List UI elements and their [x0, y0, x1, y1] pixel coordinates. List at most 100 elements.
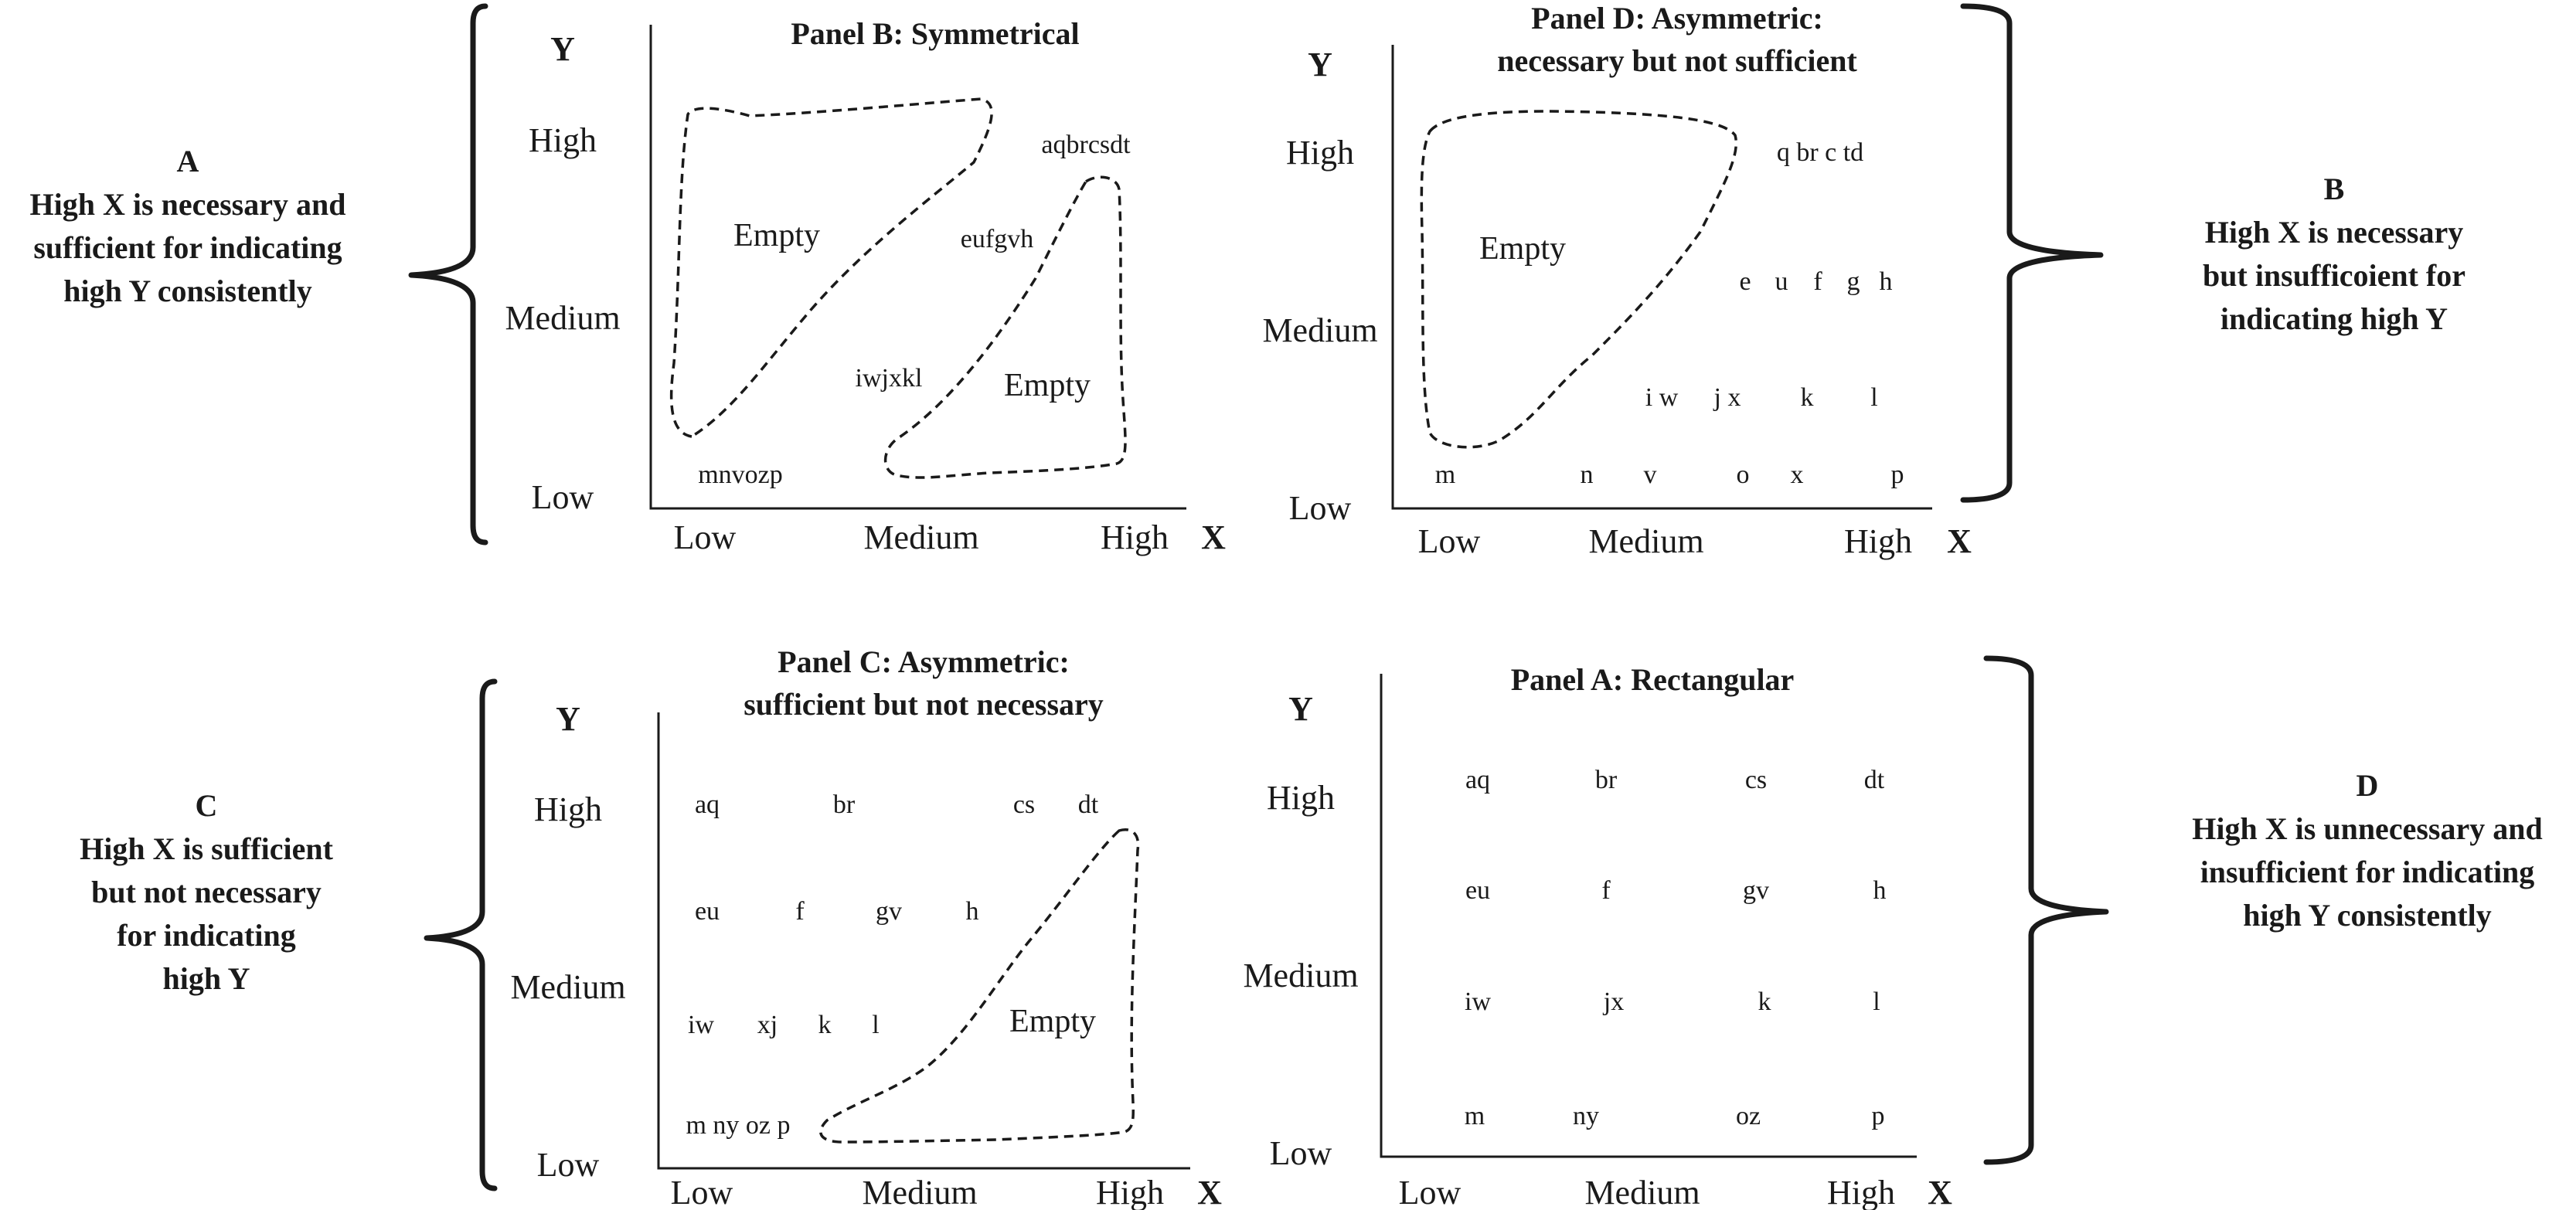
y-axis-label: Y [1288, 690, 1313, 728]
cell-label: cs [1745, 766, 1767, 794]
cell-label: jx [1603, 987, 1624, 1016]
x-axis-label: X [1947, 522, 1972, 560]
cell-label: eufgvh [961, 225, 1033, 253]
cell-label: u [1775, 267, 1788, 296]
cell-label: l [1870, 383, 1877, 412]
side-label-b-letter: B [2324, 172, 2345, 206]
cell-label: j x [1713, 383, 1741, 412]
y-tick-label: High [534, 790, 602, 828]
x-tick-label: Medium [863, 518, 978, 556]
cell-label: l [872, 1011, 879, 1039]
cell-label: iw [688, 1011, 714, 1039]
cell-label: x [1791, 461, 1804, 489]
cell-label: gv [1743, 876, 1769, 905]
cell-label: xj [757, 1011, 778, 1039]
cell-label: i w [1645, 383, 1679, 412]
cell-label: v [1644, 461, 1657, 489]
cell-label: eu [695, 897, 720, 926]
brace-left-bottom [424, 678, 498, 1191]
side-label-a-line: High X is necessary and [30, 187, 346, 222]
cell-label: oz [1736, 1102, 1761, 1130]
cell-label: k [1801, 383, 1814, 412]
x-tick-label: Medium [1584, 1174, 1700, 1210]
cell-label: iwjxkl [856, 364, 923, 393]
y-tick-label: Low [1270, 1134, 1332, 1172]
side-label-c: C High X is sufficient but not necessary… [80, 788, 333, 996]
side-label-c-letter: C [196, 788, 218, 823]
brace-right-bottom [1983, 655, 2109, 1165]
cell-label: f [1601, 876, 1611, 905]
side-label-c-line: High X is sufficient [80, 831, 333, 866]
x-tick-label: Medium [862, 1174, 977, 1210]
cell-label: m ny oz p [686, 1111, 790, 1140]
empty-label: Empty [733, 218, 820, 253]
side-label-d-line: insufficient for indicating [2200, 855, 2535, 889]
empty-label: Empty [1004, 368, 1091, 403]
x-tick-label: High [1101, 518, 1169, 556]
cell-label: p [1872, 1102, 1885, 1130]
panel-title: Panel C: Asymmetric: [778, 644, 1070, 679]
cell-label: g [1847, 267, 1860, 296]
panel-rectangular: Panel A: Rectangular Y High Medium Low L… [1243, 662, 1952, 1210]
panel-title: Panel A: Rectangular [1511, 662, 1795, 697]
side-label-c-line: but not necessary [91, 875, 322, 909]
cell-label: aq [695, 790, 720, 819]
x-tick-label: High [1844, 522, 1912, 560]
side-label-a: A High X is necessary and sufficient for… [30, 144, 346, 308]
side-label-c-line: high Y [162, 961, 250, 996]
panel-title: necessary but not sufficient [1497, 43, 1857, 78]
y-tick-label: Medium [505, 299, 620, 337]
cell-label: ny [1573, 1102, 1599, 1130]
y-tick-label: Low [532, 478, 594, 516]
cell-label: h [966, 897, 979, 926]
side-label-a-line: high Y consistently [63, 274, 312, 308]
side-label-a-letter: A [177, 144, 199, 178]
side-label-d-letter: D [2357, 768, 2379, 803]
empty-region [1420, 110, 1737, 449]
panel-title: sufficient but not necessary [744, 687, 1104, 722]
axes-lines [657, 712, 1190, 1170]
panel-symmetrical: Panel B: Symmetrical Y High Medium Low L… [505, 16, 1226, 556]
panel-title: Panel B: Symmetrical [791, 16, 1079, 51]
x-tick-label: Low [674, 518, 737, 556]
cell-label: cs [1013, 790, 1035, 819]
side-label-d-line: High X is unnecessary and [2192, 811, 2542, 846]
empty-region [819, 828, 1140, 1144]
cell-label: dt [1864, 766, 1885, 794]
empty-label: Empty [1009, 1004, 1096, 1039]
y-tick-label: Low [1289, 489, 1352, 527]
panel-sufficient: Panel C: Asymmetric: sufficient but not … [510, 644, 1222, 1210]
x-tick-label: High [1827, 1174, 1895, 1210]
side-label-d-line: high Y consistently [2243, 898, 2492, 933]
cell-label: f [1813, 267, 1822, 296]
y-axis-label: Y [550, 30, 575, 68]
cell-label: p [1891, 461, 1904, 489]
x-tick-label: Medium [1588, 522, 1703, 560]
y-axis-label: Y [1308, 46, 1332, 83]
side-label-d: D High X is unnecessary and insufficient… [2192, 768, 2542, 933]
cell-label: l [1873, 987, 1880, 1016]
cell-label: e [1739, 267, 1751, 296]
cell-label: dt [1078, 790, 1099, 819]
cell-label: m [1435, 461, 1455, 489]
brace-right-top [1960, 3, 2104, 503]
x-tick-label: Low [1418, 522, 1481, 560]
x-tick-label: High [1096, 1174, 1164, 1210]
y-tick-label: Low [537, 1146, 600, 1184]
side-label-b: B High X is necessary but insufficoient … [2203, 172, 2465, 336]
cell-label: o [1737, 461, 1750, 489]
side-label-b-line: but insufficoient for [2203, 258, 2465, 293]
x-axis-label: X [1928, 1174, 1952, 1210]
y-tick-label: Medium [510, 968, 625, 1006]
cell-label: aq [1465, 766, 1490, 794]
cell-label: k [818, 1011, 832, 1039]
side-label-a-line: sufficient for indicating [33, 230, 342, 265]
x-tick-label: Low [671, 1174, 733, 1210]
axes-lines [1391, 45, 1932, 510]
cell-label: br [1595, 766, 1618, 794]
empty-label: Empty [1479, 231, 1566, 267]
y-tick-label: High [529, 121, 597, 159]
brace-left-top [408, 3, 488, 546]
